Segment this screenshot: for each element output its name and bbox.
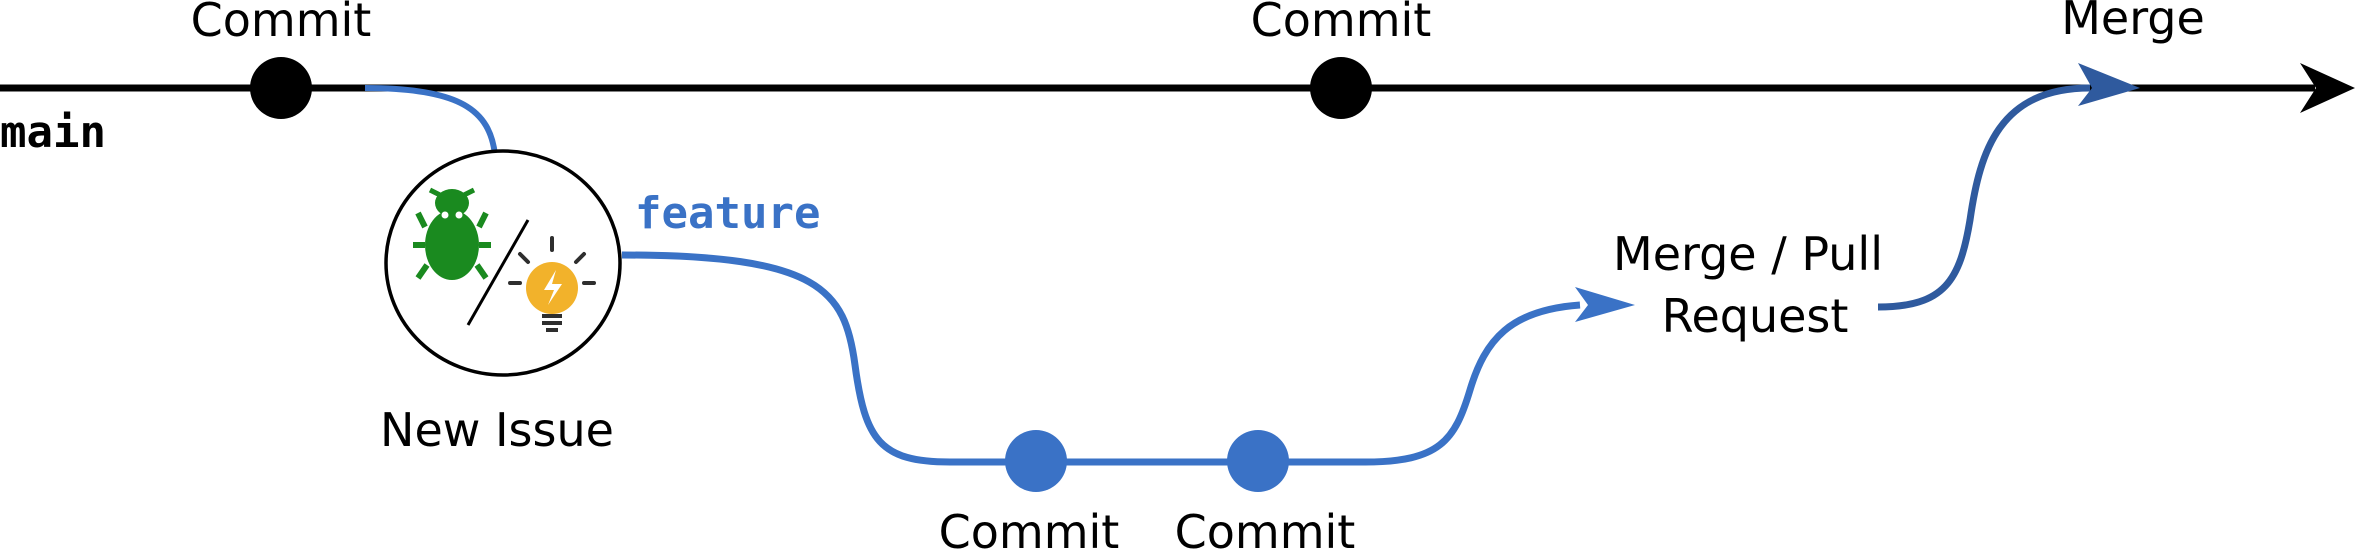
feature-commit-dot-2 xyxy=(1227,430,1289,492)
pr-arrowhead xyxy=(1575,287,1635,322)
main-arrowhead xyxy=(2300,63,2355,113)
issue-node xyxy=(384,149,622,377)
main-commit-label-1: Commit xyxy=(191,0,372,47)
issue-label: New Issue xyxy=(380,403,614,457)
merge-label: Merge xyxy=(2061,0,2205,45)
feature-commit-label-1: Commit xyxy=(939,505,1120,553)
main-commit-label-2: Commit xyxy=(1251,0,1432,47)
branch-off-curve xyxy=(364,85,498,156)
main-branch xyxy=(0,63,2355,113)
merge-curve xyxy=(1877,84,2091,311)
main-commit-dot-2 xyxy=(1310,57,1372,119)
issue-divider xyxy=(466,219,530,326)
feature-commit-dot-1 xyxy=(1005,430,1067,492)
feature-branch-label: feature xyxy=(635,188,820,239)
main-branch-label: main xyxy=(0,107,106,158)
bug-icon xyxy=(413,187,491,280)
merge-arrowhead xyxy=(2078,63,2140,106)
feature-commit-label-2: Commit xyxy=(1175,505,1356,553)
main-commit-dot-1 xyxy=(250,57,312,119)
feature-branch-line xyxy=(621,251,1581,466)
pr-label-line2: Request xyxy=(1662,289,1849,343)
lightbulb-icon xyxy=(508,236,596,332)
pr-label-line1: Merge / Pull xyxy=(1613,227,1883,281)
